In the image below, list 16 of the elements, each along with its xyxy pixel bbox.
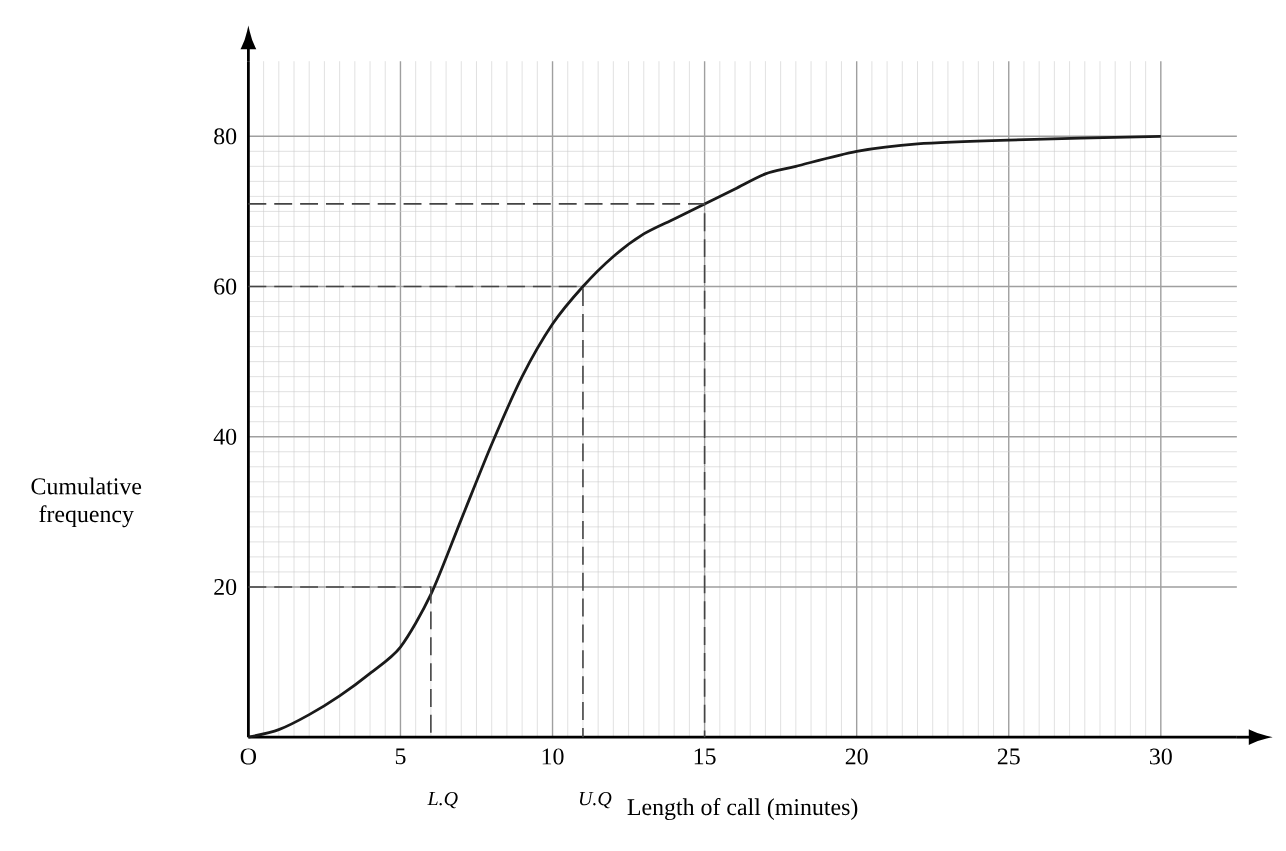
y-tick-label: 80 bbox=[214, 128, 237, 145]
y-tick-label: 20 bbox=[214, 579, 237, 596]
line-series bbox=[246, 135, 1163, 739]
x-tick-label: 5 bbox=[395, 748, 406, 765]
x-tick-label: O bbox=[240, 748, 257, 765]
y-axis-title: Cumulative frequency bbox=[31, 477, 142, 528]
x-tick-label: 25 bbox=[997, 748, 1020, 765]
x-axis-title: Length of call (minutes) bbox=[627, 798, 858, 821]
x-tick-label: 30 bbox=[1150, 748, 1172, 765]
x-tick-label: 15 bbox=[694, 748, 716, 765]
y-tick-label: 60 bbox=[214, 278, 237, 295]
x-tick-label: 20 bbox=[845, 748, 868, 765]
text: L.Q bbox=[427, 792, 458, 809]
text: U.Q bbox=[579, 792, 612, 809]
x-tick-label: 10 bbox=[542, 748, 564, 765]
y-tick-label: 40 bbox=[213, 428, 237, 445]
